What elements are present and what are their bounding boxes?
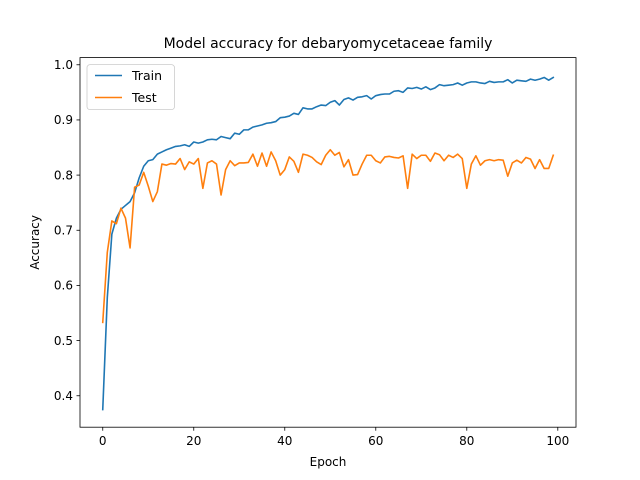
x-axis: 0 20 40 60 80 100 [99,427,569,448]
x-tick-label: 20 [186,434,201,448]
series-line-train [101,76,555,411]
y-tick-label: 0.6 [54,279,73,293]
series-layer [101,76,555,411]
chart-title: Model accuracy for debaryomycetaceae fam… [164,36,493,52]
y-tick-label: 0.9 [54,113,73,127]
x-axis-label: Epoch [310,455,347,469]
y-axis: 0.4 0.5 0.6 0.7 0.8 0.9 1.0 [54,58,80,403]
y-tick-label: 0.7 [54,224,73,238]
x-tick-label: 80 [459,434,474,448]
series-line-test [101,148,555,324]
x-tick-label: 100 [546,434,569,448]
legend: Train Test [86,64,175,110]
x-tick-label: 60 [368,434,383,448]
plot-area [79,57,577,428]
y-axis-label: Accuracy [28,215,42,270]
x-tick-label: 0 [99,434,107,448]
x-tick-label: 40 [277,434,292,448]
legend-label-test: Test [131,90,157,105]
y-tick-label: 0.5 [54,334,73,348]
axes-frame [79,57,577,428]
y-tick-label: 0.4 [54,389,73,403]
y-tick-label: 1.0 [54,58,73,72]
y-tick-label: 0.8 [54,168,73,182]
legend-label-train: Train [131,68,162,83]
